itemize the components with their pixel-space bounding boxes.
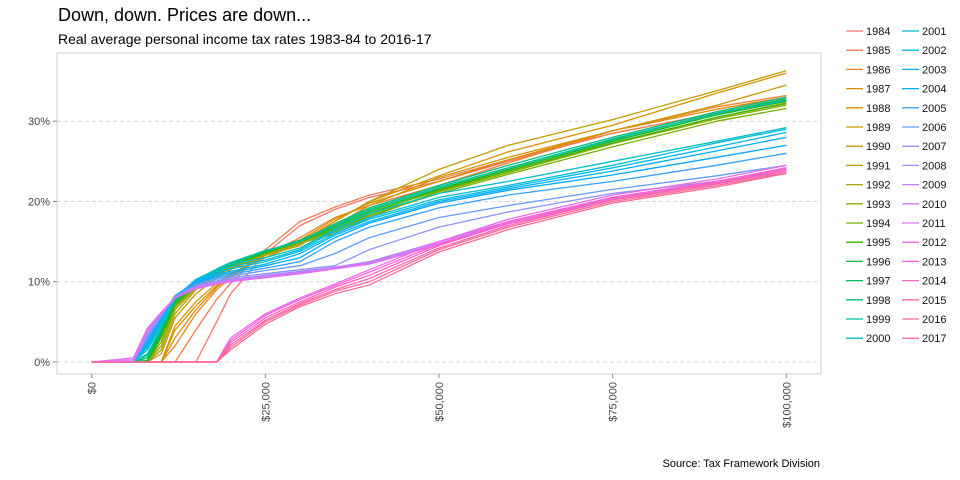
legend-label-2016: 2016	[922, 314, 946, 326]
x-tick-label: $50,000	[434, 382, 446, 422]
legend-label-1996: 1996	[866, 256, 890, 268]
series-line-1996	[91, 100, 787, 363]
legend-label-2007: 2007	[922, 141, 946, 153]
chart-subtitle: Real average personal income tax rates 1…	[58, 31, 432, 47]
legend-label-2014: 2014	[922, 276, 946, 288]
series-line-2011	[91, 170, 787, 363]
series-line-2004	[91, 144, 787, 363]
legend-label-2009: 2009	[922, 180, 946, 192]
legend-label-1984: 1984	[866, 26, 890, 38]
legend-label-1992: 1992	[866, 180, 890, 192]
legend-label-2002: 2002	[922, 45, 946, 57]
legend-label-1985: 1985	[866, 45, 890, 57]
legend-label-2010: 2010	[922, 199, 946, 211]
legend-label-2012: 2012	[922, 237, 946, 249]
legend-label-1995: 1995	[866, 237, 890, 249]
legend-label-2008: 2008	[922, 160, 946, 172]
series-line-1998	[91, 96, 787, 363]
series-line-2003	[91, 136, 787, 363]
legend-label-1986: 1986	[866, 64, 890, 76]
legend-label-1991: 1991	[866, 160, 890, 172]
legend-label-2000: 2000	[866, 333, 890, 345]
x-tick-label: $75,000	[608, 382, 620, 422]
series-line-2002	[91, 131, 787, 363]
legend-label-2004: 2004	[922, 84, 946, 96]
source-caption: Source: Tax Framework Division	[662, 458, 820, 470]
legend-label-1997: 1997	[866, 276, 890, 288]
legend-label-1990: 1990	[866, 141, 890, 153]
legend-label-2011: 2011	[922, 218, 946, 230]
legend-label-2013: 2013	[922, 256, 946, 268]
series-line-1995	[91, 102, 787, 363]
series-line-1999	[91, 99, 787, 363]
y-tick-label: 10%	[28, 277, 50, 289]
legend-label-1999: 1999	[866, 314, 890, 326]
legend-label-1993: 1993	[866, 199, 890, 211]
legend-label-1988: 1988	[866, 103, 890, 115]
series-line-2007	[91, 172, 787, 363]
legend-label-2001: 2001	[922, 26, 946, 38]
series-line-2000	[91, 126, 787, 363]
legend-label-1998: 1998	[866, 295, 890, 307]
legend-label-2005: 2005	[922, 103, 946, 115]
legend-label-1989: 1989	[866, 122, 890, 134]
legend-label-2017: 2017	[922, 333, 946, 345]
series-line-1993	[91, 104, 787, 363]
x-tick-label: $100,000	[781, 382, 793, 428]
x-tick-label: $25,000	[260, 382, 272, 422]
legend-label-2015: 2015	[922, 295, 946, 307]
series-line-2017	[91, 172, 787, 363]
y-tick-label: 0%	[34, 357, 50, 369]
legend-label-1994: 1994	[866, 218, 890, 230]
chart-title: Down, down. Prices are down...	[58, 5, 312, 25]
legend-label-2006: 2006	[922, 122, 946, 134]
legend-label-1987: 1987	[866, 84, 890, 96]
plot-panel	[56, 52, 822, 375]
series-line-2001	[91, 128, 787, 363]
legend-label-2003: 2003	[922, 64, 946, 76]
y-tick-label: 30%	[28, 116, 50, 128]
y-tick-label: 20%	[28, 196, 50, 208]
x-tick-label: $0	[87, 382, 99, 394]
